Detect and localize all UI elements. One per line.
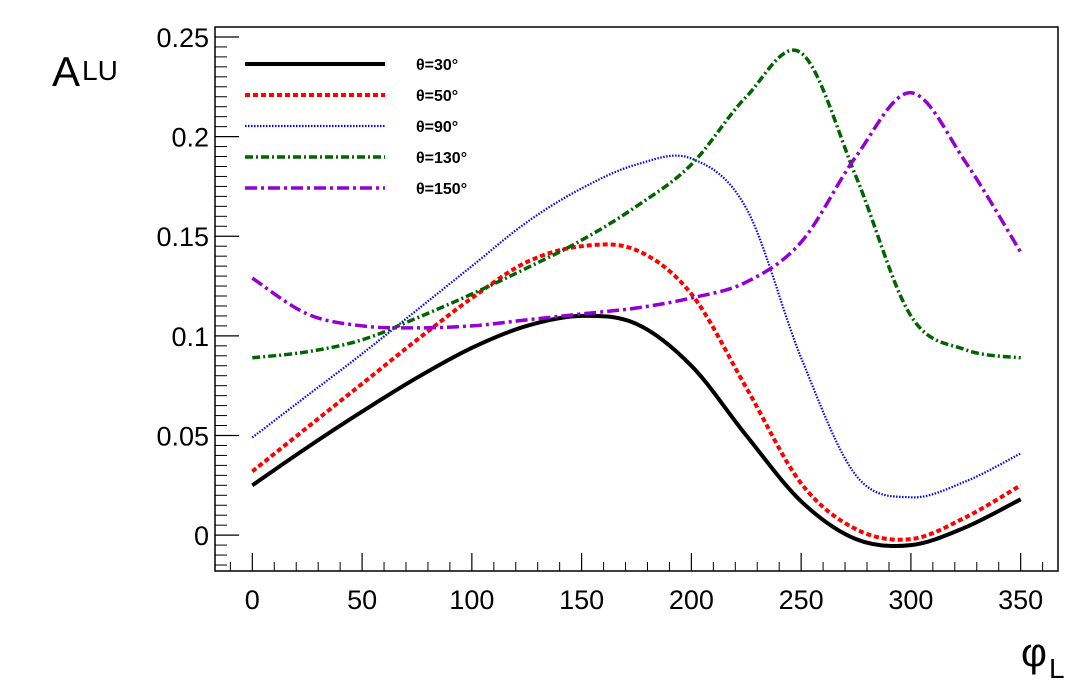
y-tick-label: 0.2	[171, 123, 209, 153]
x-axis: 0 50 100 150 200 250 300 350	[229, 553, 1043, 615]
x-tick-label: 250	[779, 585, 824, 615]
x-tick-label: 50	[347, 585, 377, 615]
legend: θ=30° θ=50° θ=90° θ=130° θ=150°	[245, 57, 467, 198]
legend-label: θ=50°	[416, 88, 458, 105]
y-tick-label: 0.25	[156, 23, 209, 53]
series-layer	[251, 48, 1023, 549]
x-tick-label: 150	[559, 585, 604, 615]
y-tick-label: 0.15	[156, 222, 209, 252]
series-line-5	[251, 91, 1023, 330]
legend-label: θ=30°	[416, 57, 458, 74]
x-tick-label: 0	[245, 585, 260, 615]
y-tick-label: 0.05	[156, 421, 209, 451]
legend-label: θ=90°	[416, 119, 458, 136]
y-axis-title: ALU	[52, 48, 118, 95]
series-line-1	[251, 313, 1022, 549]
y-axis: 0 0.05 0.1 0.15 0.2 0.25	[156, 23, 239, 566]
x-tick-label: 100	[449, 585, 494, 615]
legend-label: θ=150°	[416, 181, 467, 198]
x-axis-title: φL	[1021, 631, 1065, 684]
y-tick-label: 0	[194, 521, 209, 551]
x-tick-label: 200	[669, 585, 714, 615]
y-tick-label: 0.1	[171, 322, 209, 352]
series-line-2	[251, 242, 1022, 542]
series-line-3	[251, 154, 1022, 499]
legend-label: θ=130°	[416, 150, 467, 167]
x-tick-label: 350	[998, 585, 1043, 615]
plot-frame	[214, 26, 1059, 572]
x-tick-label: 300	[888, 585, 933, 615]
